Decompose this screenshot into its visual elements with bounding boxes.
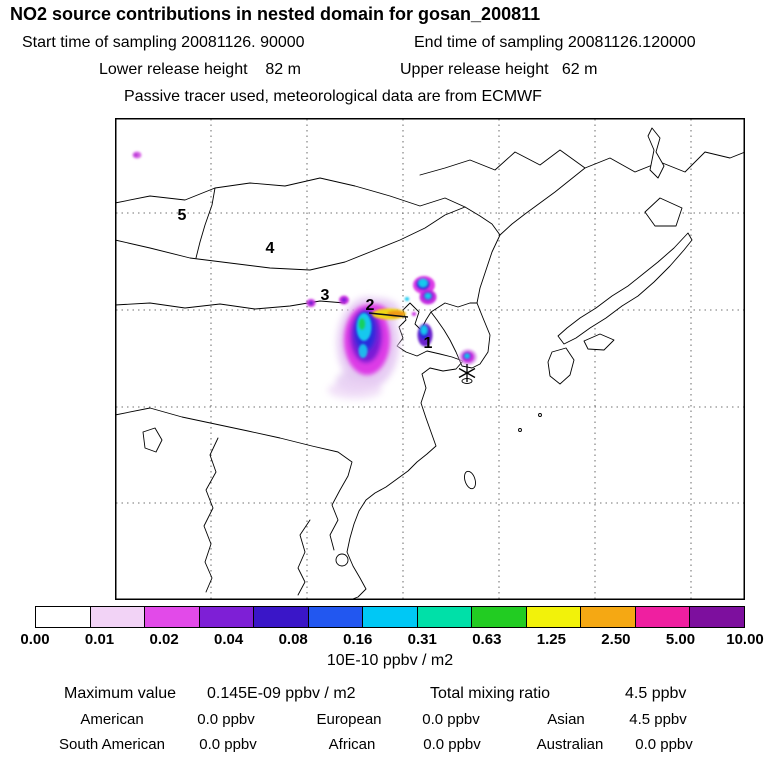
colorbar-tick-label: 0.63 xyxy=(472,631,502,648)
colorbar-segment xyxy=(635,607,691,627)
contrib-region-australian: Australian xyxy=(536,736,604,753)
region-label-5: 5 xyxy=(178,207,187,224)
maximum-value-label: Maximum value xyxy=(64,685,177,702)
colorbar-segment xyxy=(254,607,309,627)
colorbar-tick-label: 0.01 xyxy=(84,631,115,648)
colorbar-segment xyxy=(308,607,364,627)
colorbar-tick-label: 2.50 xyxy=(601,631,631,648)
colorbar-tick-label: 10.00 xyxy=(726,631,764,648)
end-time-line: End time of sampling 20081126.120000 xyxy=(414,34,696,51)
coastlines xyxy=(115,127,745,600)
colorbar-tick-label: 0.16 xyxy=(343,631,373,648)
tracer-note-line: Passive tracer used, meteorological data… xyxy=(124,88,542,105)
map-frame xyxy=(115,118,745,600)
start-time-line: Start time of sampling 20081126. 90000 xyxy=(22,34,305,51)
contrib-value-south-american: 0.0 ppbv xyxy=(199,736,257,753)
colorbar-tick-label: 0.31 xyxy=(407,631,437,648)
total-mixing-ratio-label: Total mixing ratio xyxy=(430,685,551,702)
colorbar-tick-label: 0.00 xyxy=(20,631,50,648)
grid-lines xyxy=(116,119,744,599)
contrib-region-south-american: South American xyxy=(59,736,165,753)
colorbar xyxy=(35,606,745,628)
maximum-value: 0.145E-09 ppbv / m2 xyxy=(207,685,356,702)
region-label-2: 2 xyxy=(366,297,375,314)
contrib-region-asian: Asian xyxy=(547,711,585,728)
colorbar-segment xyxy=(145,607,200,627)
region-label-4: 4 xyxy=(266,240,275,257)
colorbar-segment xyxy=(526,607,582,627)
map: 5 4 3 2 1 xyxy=(115,118,745,600)
contrib-value-australian: 0.0 ppbv xyxy=(635,736,693,753)
colorbar-tick-label: 1.25 xyxy=(536,631,566,648)
contrib-value-american: 0.0 ppbv xyxy=(197,711,255,728)
contrib-value-asian: 4.5 ppbv xyxy=(629,711,687,728)
colorbar-tick-label: 0.04 xyxy=(214,631,244,648)
colorbar-segment xyxy=(690,607,744,627)
colorbar-segment xyxy=(199,607,255,627)
page-title: NO2 source contributions in nested domai… xyxy=(10,4,541,24)
colorbar-tick-label: 5.00 xyxy=(665,631,696,648)
contrib-region-american: American xyxy=(80,711,144,728)
colorbar-units-label: 10E-10 ppbv / m2 xyxy=(326,652,454,669)
colorbar-segment xyxy=(36,607,91,627)
region-label-3: 3 xyxy=(321,287,330,304)
gosan-station-marker-icon xyxy=(458,364,476,382)
contrib-region-african: African xyxy=(328,736,376,753)
contrib-value-african: 0.0 ppbv xyxy=(423,736,481,753)
colorbar-tick-label: 0.08 xyxy=(278,631,308,648)
colorbar-segment xyxy=(417,607,473,627)
colorbar-segment xyxy=(581,607,636,627)
upper-release-line: Upper release height 62 m xyxy=(400,61,598,78)
lower-release-line: Lower release height 82 m xyxy=(99,61,301,78)
colorbar-segment xyxy=(90,607,146,627)
concentration-plumes xyxy=(132,151,477,399)
colorbar-ticks: 0.00 0.01 0.02 0.04 0.08 0.16 0.31 0.63 1.25 2.50… xyxy=(20,631,763,649)
colorbar-tick-label: 0.02 xyxy=(149,631,179,648)
contrib-value-european: 0.0 ppbv xyxy=(422,711,480,728)
colorbar-segment xyxy=(363,607,418,627)
colorbar-segment xyxy=(472,607,527,627)
contrib-region-european: European xyxy=(316,711,382,728)
total-mixing-ratio: 4.5 ppbv xyxy=(625,685,687,702)
region-label-1: 1 xyxy=(424,335,433,352)
